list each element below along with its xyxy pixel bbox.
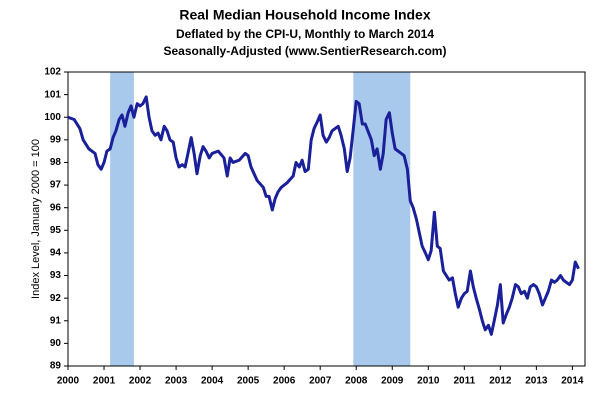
y-tick-label: 101 xyxy=(44,89,61,100)
chart-title: Real Median Household Income Index xyxy=(179,7,430,23)
y-axis-label: Index Level, January 2000 = 100 xyxy=(30,139,42,299)
x-tick-label: 2001 xyxy=(93,376,116,387)
x-tick-label: 2013 xyxy=(525,376,548,387)
y-tick-label: 92 xyxy=(50,293,62,304)
data-line xyxy=(67,95,580,336)
x-tick-label: 2014 xyxy=(561,376,584,387)
y-tick-label: 95 xyxy=(50,225,62,236)
y-tick-label: 98 xyxy=(50,157,62,168)
plot-frame xyxy=(67,71,586,367)
chart-subtitle: Seasonally-Adjusted (www.SentierResearch… xyxy=(164,44,447,58)
y-tick-label: 93 xyxy=(50,270,62,281)
y-tick-label: 102 xyxy=(44,67,61,78)
y-tick-label: 99 xyxy=(50,134,62,145)
y-tick-label: 97 xyxy=(50,180,62,191)
chart-subtitle: Deflated by the CPI-U, Monthly to March … xyxy=(176,27,434,41)
y-tick-label: 100 xyxy=(44,112,61,123)
x-tick-label: 2007 xyxy=(309,376,332,387)
x-tick-label: 2012 xyxy=(489,376,512,387)
y-tick-label: 96 xyxy=(50,202,62,213)
x-tick-label: 2011 xyxy=(453,376,475,387)
x-tick-label: 2006 xyxy=(273,376,296,387)
recession-band xyxy=(110,72,134,366)
x-tick-label: 2009 xyxy=(381,376,404,387)
y-tick-label: 89 xyxy=(50,361,62,372)
x-tick-label: 2005 xyxy=(237,376,260,387)
x-tick-label: 2008 xyxy=(345,376,368,387)
x-tick-label: 2010 xyxy=(417,376,440,387)
x-tick-label: 2004 xyxy=(201,376,224,387)
y-tick-label: 91 xyxy=(50,315,62,326)
y-tick-label: 90 xyxy=(50,338,62,349)
x-tick-label: 2002 xyxy=(129,376,152,387)
x-tick-label: 2003 xyxy=(165,376,188,387)
x-tick-label: 2000 xyxy=(57,376,80,387)
y-tick-label: 94 xyxy=(50,248,62,259)
